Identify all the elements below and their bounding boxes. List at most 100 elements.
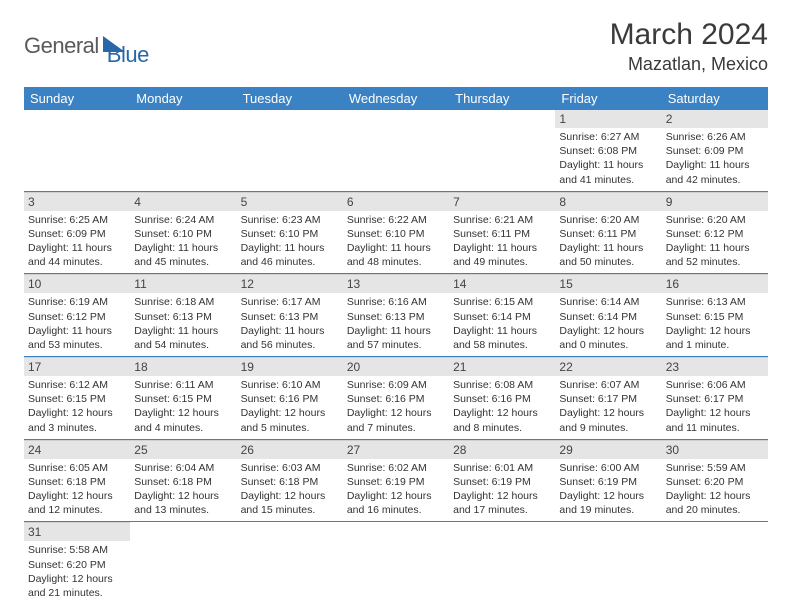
day-number: 2	[662, 110, 768, 128]
day-number: 25	[130, 440, 236, 459]
calendar-cell	[343, 110, 449, 191]
col-saturday: Saturday	[662, 87, 768, 110]
calendar-row: 17Sunrise: 6:12 AMSunset: 6:15 PMDayligh…	[24, 357, 768, 440]
day-number: 21	[449, 357, 555, 376]
day-body: Sunrise: 6:11 AMSunset: 6:15 PMDaylight:…	[130, 376, 236, 439]
day-body: Sunrise: 6:22 AMSunset: 6:10 PMDaylight:…	[343, 211, 449, 274]
calendar-table: Sunday Monday Tuesday Wednesday Thursday…	[24, 87, 768, 604]
day-body: Sunrise: 6:20 AMSunset: 6:11 PMDaylight:…	[555, 211, 661, 274]
calendar-cell: 23Sunrise: 6:06 AMSunset: 6:17 PMDayligh…	[662, 357, 768, 440]
calendar-cell	[662, 522, 768, 604]
title-block: March 2024 Mazatlan, Mexico	[610, 18, 768, 75]
day-number: 23	[662, 357, 768, 376]
day-body: Sunrise: 5:58 AMSunset: 6:20 PMDaylight:…	[24, 541, 130, 604]
day-number: 28	[449, 440, 555, 459]
day-body: Sunrise: 6:00 AMSunset: 6:19 PMDaylight:…	[555, 459, 661, 522]
day-body: Sunrise: 6:27 AMSunset: 6:08 PMDaylight:…	[555, 128, 661, 191]
calendar-cell: 19Sunrise: 6:10 AMSunset: 6:16 PMDayligh…	[237, 357, 343, 440]
calendar-cell	[343, 522, 449, 604]
day-body: Sunrise: 6:07 AMSunset: 6:17 PMDaylight:…	[555, 376, 661, 439]
calendar-row: 10Sunrise: 6:19 AMSunset: 6:12 PMDayligh…	[24, 274, 768, 357]
calendar-row: 3Sunrise: 6:25 AMSunset: 6:09 PMDaylight…	[24, 191, 768, 274]
day-number: 31	[24, 522, 130, 541]
calendar-cell: 30Sunrise: 5:59 AMSunset: 6:20 PMDayligh…	[662, 439, 768, 522]
calendar-cell: 18Sunrise: 6:11 AMSunset: 6:15 PMDayligh…	[130, 357, 236, 440]
day-number: 19	[237, 357, 343, 376]
day-body: Sunrise: 6:25 AMSunset: 6:09 PMDaylight:…	[24, 211, 130, 274]
logo-text-general: General	[24, 33, 99, 59]
calendar-cell: 20Sunrise: 6:09 AMSunset: 6:16 PMDayligh…	[343, 357, 449, 440]
day-body: Sunrise: 6:02 AMSunset: 6:19 PMDaylight:…	[343, 459, 449, 522]
day-number: 12	[237, 274, 343, 293]
calendar-cell: 28Sunrise: 6:01 AMSunset: 6:19 PMDayligh…	[449, 439, 555, 522]
col-monday: Monday	[130, 87, 236, 110]
logo-text-blue: Blue	[107, 42, 149, 68]
day-body: Sunrise: 6:03 AMSunset: 6:18 PMDaylight:…	[237, 459, 343, 522]
calendar-cell: 16Sunrise: 6:13 AMSunset: 6:15 PMDayligh…	[662, 274, 768, 357]
col-wednesday: Wednesday	[343, 87, 449, 110]
calendar-cell: 10Sunrise: 6:19 AMSunset: 6:12 PMDayligh…	[24, 274, 130, 357]
col-friday: Friday	[555, 87, 661, 110]
col-tuesday: Tuesday	[237, 87, 343, 110]
day-number: 14	[449, 274, 555, 293]
header-row: General Blue March 2024 Mazatlan, Mexico	[24, 18, 768, 75]
day-number: 15	[555, 274, 661, 293]
day-number: 6	[343, 192, 449, 211]
day-number: 4	[130, 192, 236, 211]
day-number: 11	[130, 274, 236, 293]
header-row: Sunday Monday Tuesday Wednesday Thursday…	[24, 87, 768, 110]
col-thursday: Thursday	[449, 87, 555, 110]
calendar-cell: 3Sunrise: 6:25 AMSunset: 6:09 PMDaylight…	[24, 191, 130, 274]
day-number: 8	[555, 192, 661, 211]
day-body: Sunrise: 6:13 AMSunset: 6:15 PMDaylight:…	[662, 293, 768, 356]
day-body: Sunrise: 6:09 AMSunset: 6:16 PMDaylight:…	[343, 376, 449, 439]
calendar-cell	[237, 110, 343, 191]
day-number: 5	[237, 192, 343, 211]
day-body: Sunrise: 6:05 AMSunset: 6:18 PMDaylight:…	[24, 459, 130, 522]
calendar-cell: 2Sunrise: 6:26 AMSunset: 6:09 PMDaylight…	[662, 110, 768, 191]
calendar-cell: 8Sunrise: 6:20 AMSunset: 6:11 PMDaylight…	[555, 191, 661, 274]
day-body: Sunrise: 6:08 AMSunset: 6:16 PMDaylight:…	[449, 376, 555, 439]
day-number: 20	[343, 357, 449, 376]
calendar-cell: 27Sunrise: 6:02 AMSunset: 6:19 PMDayligh…	[343, 439, 449, 522]
location: Mazatlan, Mexico	[610, 54, 768, 75]
calendar-cell	[24, 110, 130, 191]
calendar-cell: 5Sunrise: 6:23 AMSunset: 6:10 PMDaylight…	[237, 191, 343, 274]
day-body: Sunrise: 5:59 AMSunset: 6:20 PMDaylight:…	[662, 459, 768, 522]
day-number: 29	[555, 440, 661, 459]
day-body: Sunrise: 6:14 AMSunset: 6:14 PMDaylight:…	[555, 293, 661, 356]
day-body: Sunrise: 6:21 AMSunset: 6:11 PMDaylight:…	[449, 211, 555, 274]
calendar-cell	[130, 110, 236, 191]
calendar-cell	[449, 522, 555, 604]
day-number: 30	[662, 440, 768, 459]
calendar-cell: 25Sunrise: 6:04 AMSunset: 6:18 PMDayligh…	[130, 439, 236, 522]
day-number: 9	[662, 192, 768, 211]
calendar-cell: 15Sunrise: 6:14 AMSunset: 6:14 PMDayligh…	[555, 274, 661, 357]
day-body: Sunrise: 6:10 AMSunset: 6:16 PMDaylight:…	[237, 376, 343, 439]
day-body: Sunrise: 6:12 AMSunset: 6:15 PMDaylight:…	[24, 376, 130, 439]
day-body: Sunrise: 6:17 AMSunset: 6:13 PMDaylight:…	[237, 293, 343, 356]
day-number: 16	[662, 274, 768, 293]
day-body: Sunrise: 6:15 AMSunset: 6:14 PMDaylight:…	[449, 293, 555, 356]
calendar-cell: 24Sunrise: 6:05 AMSunset: 6:18 PMDayligh…	[24, 439, 130, 522]
logo: General Blue	[24, 24, 149, 68]
calendar-cell: 31Sunrise: 5:58 AMSunset: 6:20 PMDayligh…	[24, 522, 130, 604]
calendar-cell: 17Sunrise: 6:12 AMSunset: 6:15 PMDayligh…	[24, 357, 130, 440]
calendar-cell: 4Sunrise: 6:24 AMSunset: 6:10 PMDaylight…	[130, 191, 236, 274]
day-number: 24	[24, 440, 130, 459]
day-number: 18	[130, 357, 236, 376]
calendar-cell: 1Sunrise: 6:27 AMSunset: 6:08 PMDaylight…	[555, 110, 661, 191]
day-number: 10	[24, 274, 130, 293]
day-body: Sunrise: 6:23 AMSunset: 6:10 PMDaylight:…	[237, 211, 343, 274]
calendar-row: 31Sunrise: 5:58 AMSunset: 6:20 PMDayligh…	[24, 522, 768, 604]
day-body: Sunrise: 6:19 AMSunset: 6:12 PMDaylight:…	[24, 293, 130, 356]
day-number: 13	[343, 274, 449, 293]
day-number: 27	[343, 440, 449, 459]
calendar-cell	[449, 110, 555, 191]
calendar-cell: 9Sunrise: 6:20 AMSunset: 6:12 PMDaylight…	[662, 191, 768, 274]
calendar-cell	[555, 522, 661, 604]
calendar-cell: 21Sunrise: 6:08 AMSunset: 6:16 PMDayligh…	[449, 357, 555, 440]
day-number: 26	[237, 440, 343, 459]
calendar-cell: 7Sunrise: 6:21 AMSunset: 6:11 PMDaylight…	[449, 191, 555, 274]
day-body: Sunrise: 6:24 AMSunset: 6:10 PMDaylight:…	[130, 211, 236, 274]
